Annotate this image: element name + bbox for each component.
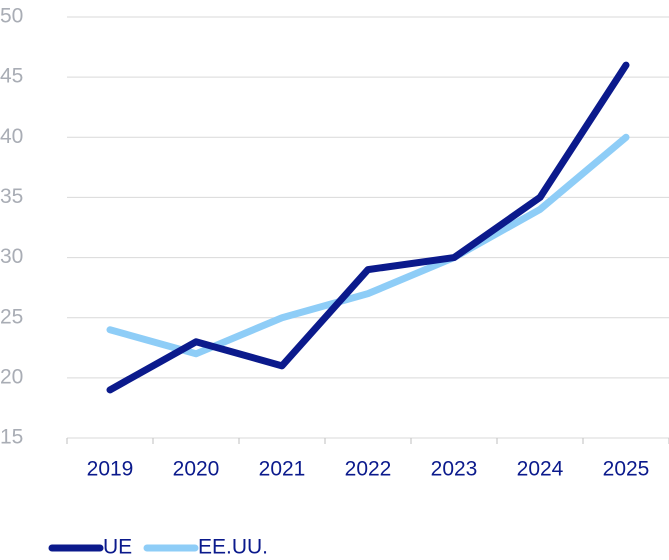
x-tick-label: 2024 [517, 458, 564, 481]
series-line [106, 133, 630, 358]
y-tick-label: 35 [0, 185, 23, 208]
x-tick-label: 2022 [345, 458, 392, 481]
x-tick-label: 2019 [87, 458, 134, 481]
x-tick-label: 2020 [173, 458, 220, 481]
x-tick-label: 2023 [431, 458, 478, 481]
y-tick-label: 25 [0, 305, 23, 328]
x-tick-label: 2025 [603, 458, 650, 481]
legend-label: UE [103, 536, 132, 559]
y-tick-label: 15 [0, 426, 23, 449]
y-tick-label: 50 [0, 5, 23, 28]
x-tick-label: 2021 [259, 458, 306, 481]
y-tick-label: 40 [0, 125, 23, 148]
y-tick-label: 30 [0, 245, 23, 268]
y-tick-label: 20 [0, 365, 23, 388]
y-tick-label: 45 [0, 65, 23, 88]
legend-label: EE.UU. [198, 536, 268, 559]
series-line [106, 61, 630, 394]
